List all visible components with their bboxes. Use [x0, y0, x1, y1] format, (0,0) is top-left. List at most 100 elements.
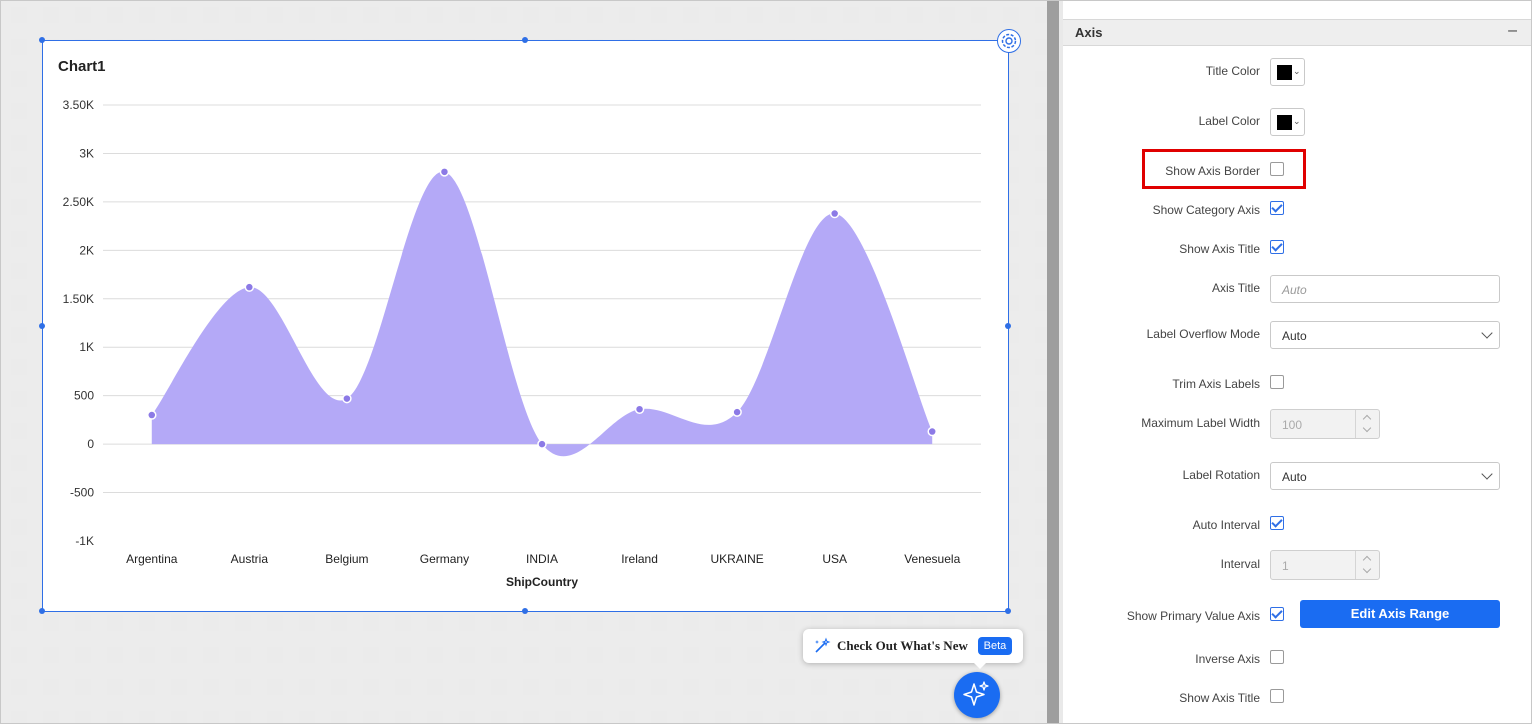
grid-tile — [619, 615, 635, 631]
grid-tile — [43, 679, 59, 695]
grid-tile — [619, 711, 635, 723]
grid-tile — [139, 711, 155, 723]
maximum-label-width-label: Maximum Label Width — [1141, 416, 1260, 430]
y-tick-label: 500 — [74, 389, 94, 403]
show-axis-border-checkbox[interactable] — [1270, 162, 1284, 176]
grid-tile — [171, 711, 187, 723]
grid-tile — [811, 679, 827, 695]
whats-new-popup[interactable]: Check Out What's New Beta — [803, 629, 1023, 669]
grid-tile — [1035, 583, 1047, 599]
grid-tile — [1035, 359, 1047, 375]
grid-tile — [203, 679, 219, 695]
grid-tile — [651, 7, 667, 23]
grid-tile — [875, 615, 891, 631]
grid-tile — [555, 647, 571, 663]
grid-tile — [619, 7, 635, 23]
y-tick-label: 0 — [87, 437, 94, 451]
axis-section-header[interactable]: Axis – — [1063, 19, 1531, 46]
sparkle-assistant-button[interactable] — [954, 672, 1000, 718]
data-point-marker — [732, 407, 742, 417]
chevron-down-icon: ⌄ — [1293, 66, 1301, 76]
resize-handle-top-left[interactable] — [39, 37, 45, 43]
grid-tile — [939, 679, 955, 695]
show-category-axis-checkbox[interactable] — [1270, 201, 1284, 215]
grid-tile — [971, 615, 987, 631]
label-color-picker[interactable]: ⌄ — [1270, 108, 1305, 136]
edit-axis-range-button[interactable]: Edit Axis Range — [1300, 600, 1500, 628]
grid-tile — [555, 679, 571, 695]
chevron-down-icon — [1481, 327, 1493, 339]
show-axis-title-checkbox[interactable] — [1270, 240, 1284, 254]
grid-tile — [363, 647, 379, 663]
grid-tile — [1035, 647, 1047, 663]
grid-tile — [715, 7, 731, 23]
resize-handle-bottom-right[interactable] — [1005, 608, 1011, 614]
resize-handle-bottom[interactable] — [522, 608, 528, 614]
maximum-label-width-input[interactable]: 100 — [1270, 409, 1380, 439]
x-tick-label: Germany — [420, 552, 469, 566]
auto-interval-checkbox[interactable] — [1270, 516, 1284, 530]
show-axis-title-label: Show Axis Title — [1179, 691, 1260, 705]
grid-tile — [811, 7, 827, 23]
grid-tile — [11, 7, 27, 23]
interval-input[interactable]: 1 — [1270, 550, 1380, 580]
grid-tile — [43, 711, 59, 723]
grid-tile — [907, 711, 923, 723]
grid-tile — [427, 615, 443, 631]
grid-tile — [747, 679, 763, 695]
spinner[interactable] — [1355, 410, 1379, 438]
axis-title-input[interactable]: Auto — [1270, 275, 1500, 303]
inverse-axis-checkbox[interactable] — [1270, 650, 1284, 664]
panel-splitter[interactable] — [1047, 1, 1059, 723]
resize-handle-bottom-left[interactable] — [39, 608, 45, 614]
resize-handle-left[interactable] — [39, 323, 45, 329]
grid-tile — [683, 647, 699, 663]
grid-tile — [235, 679, 251, 695]
grid-tile — [811, 711, 827, 723]
grid-tile — [395, 7, 411, 23]
grid-tile — [811, 615, 827, 631]
chart-widget[interactable]: Chart1 3.50K 3K 2.50K 2K 1.50K 1K 500 0 -500 -1K A… — [42, 40, 1009, 612]
grid-tile — [11, 519, 27, 535]
grid-tile — [203, 7, 219, 23]
settings-gear-icon[interactable] — [997, 29, 1021, 53]
resize-handle-top[interactable] — [522, 37, 528, 43]
collapse-icon[interactable]: – — [1508, 22, 1517, 39]
data-point-marker — [634, 404, 645, 414]
x-tick-label: USA — [822, 552, 847, 566]
grid-tile — [1035, 199, 1047, 215]
popup-tail — [973, 662, 987, 669]
resize-handle-right[interactable] — [1005, 323, 1011, 329]
spinner[interactable] — [1355, 551, 1379, 579]
axis-section-title: Axis — [1075, 25, 1103, 40]
x-tick-label: INDIA — [526, 552, 558, 566]
grid-tile — [779, 679, 795, 695]
grid-tile — [555, 711, 571, 723]
grid-tile — [107, 7, 123, 23]
show-axis-title-checkbox[interactable] — [1270, 689, 1284, 703]
grid-tile — [491, 615, 507, 631]
grid-tile — [1035, 455, 1047, 471]
grid-tile — [779, 615, 795, 631]
grid-tile — [75, 647, 91, 663]
grid-tile — [587, 7, 603, 23]
grid-tile — [843, 679, 859, 695]
trim-axis-labels-checkbox[interactable] — [1270, 375, 1284, 389]
show-primary-value-axis-label: Show Primary Value Axis — [1126, 609, 1260, 623]
sparkle-icon — [963, 681, 989, 706]
y-tick-label: 2K — [79, 243, 94, 257]
area-chart: 3.50K 3K 2.50K 2K 1.50K 1K 500 0 -500 -1K Argentin… — [63, 98, 981, 589]
x-axis-title: ShipCountry — [506, 575, 578, 589]
title-color-picker[interactable]: ⌄ — [1270, 58, 1305, 86]
show-primary-value-axis-checkbox[interactable] — [1270, 607, 1284, 621]
color-swatch — [1277, 65, 1292, 80]
label-overflow-mode-dropdown[interactable]: Auto — [1270, 321, 1500, 349]
grid-tile — [683, 711, 699, 723]
grid-tile — [203, 615, 219, 631]
chevron-down-icon — [1481, 468, 1493, 480]
interval-label: Interval — [1220, 557, 1260, 571]
grid-tile — [1035, 39, 1047, 55]
grid-tile — [491, 7, 507, 23]
grid-tile — [107, 679, 123, 695]
label-rotation-dropdown[interactable]: Auto — [1270, 462, 1500, 490]
